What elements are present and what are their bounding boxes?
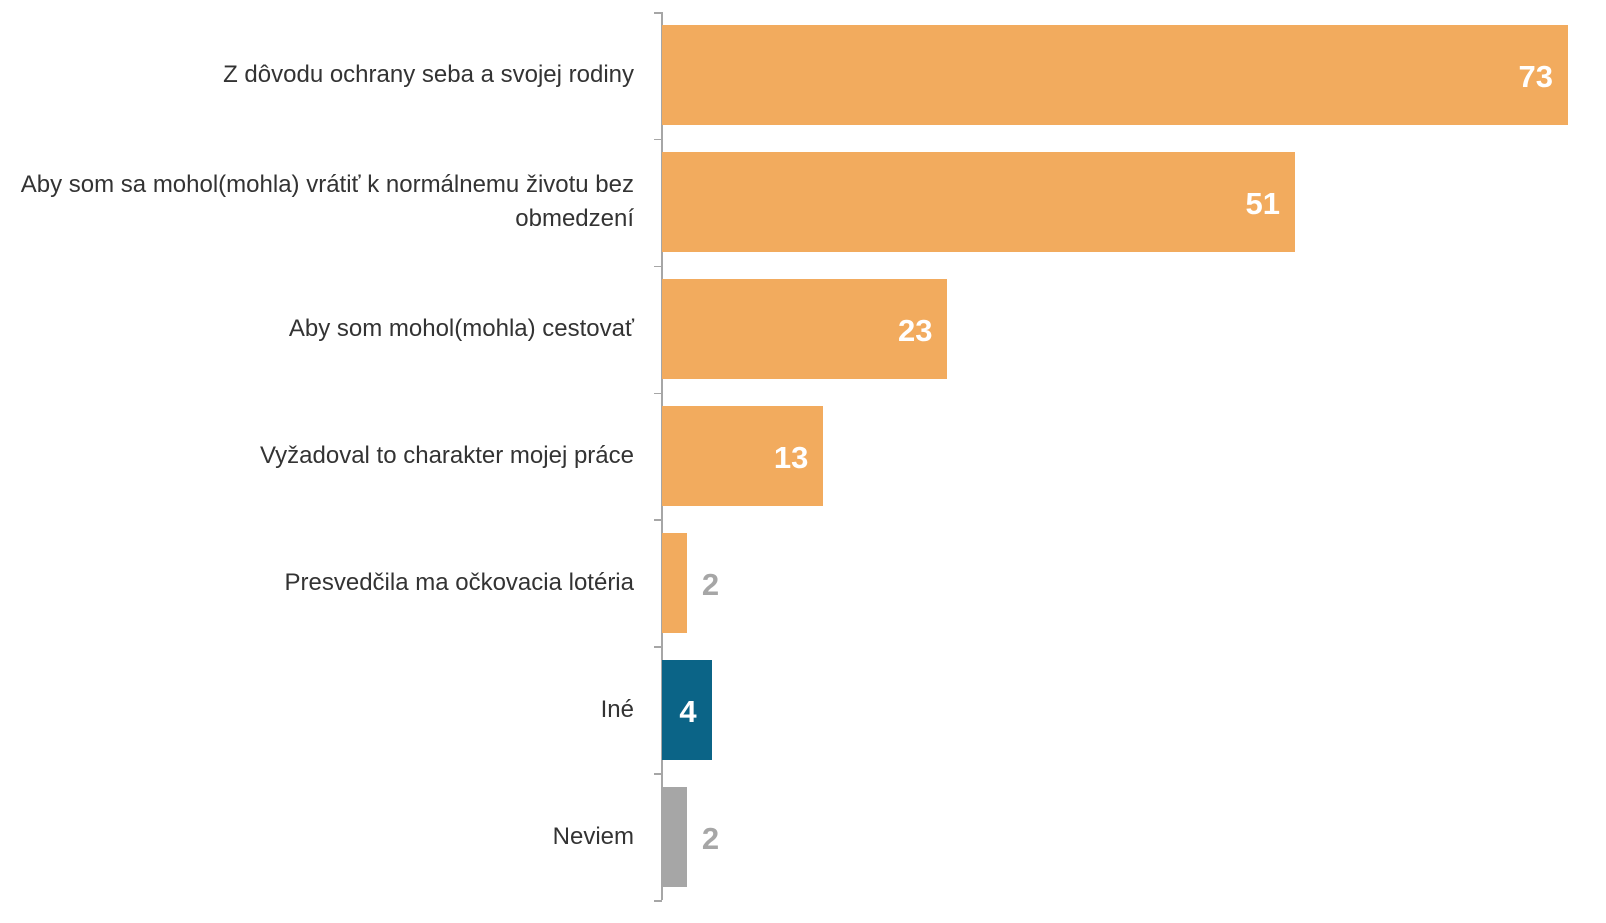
value-label: 4: [679, 693, 697, 729]
category-label: Iné: [600, 695, 634, 723]
category-separator: [654, 519, 662, 521]
axis-line: [661, 12, 663, 900]
category-label: Aby som mohol(mohla) cestovať: [288, 315, 634, 343]
category-separator: [654, 646, 662, 648]
category-separator: [654, 138, 662, 141]
category-separator: [654, 900, 662, 902]
value-label: 2: [701, 566, 720, 602]
bar: [662, 406, 824, 506]
category-label: Vyžadoval to charakter mojej práce: [260, 442, 634, 469]
value-label: 73: [1518, 59, 1553, 95]
category-label: Neviem: [552, 822, 634, 850]
value-label: 23: [897, 313, 933, 349]
bar: [662, 786, 687, 887]
category-label: Presvedčila ma očkovacia lotéria: [284, 568, 635, 596]
category-separator: [654, 773, 662, 775]
bar: [662, 279, 948, 380]
category-label: Z dôvodu ochrany seba a svojej rodiny: [223, 61, 634, 89]
category-separator: [654, 392, 662, 395]
category-separator: [654, 265, 662, 268]
category-separator: [654, 12, 662, 14]
value-label: 2: [701, 820, 720, 856]
bar: [662, 532, 687, 633]
category-label: Aby som sa mohol(mohla) vrátiť k normáln…: [20, 171, 634, 233]
bar: [662, 25, 1568, 126]
bar: [662, 659, 712, 760]
bar: [662, 152, 1295, 253]
value-label: 51: [1245, 186, 1280, 222]
value-label: 13: [773, 440, 809, 475]
